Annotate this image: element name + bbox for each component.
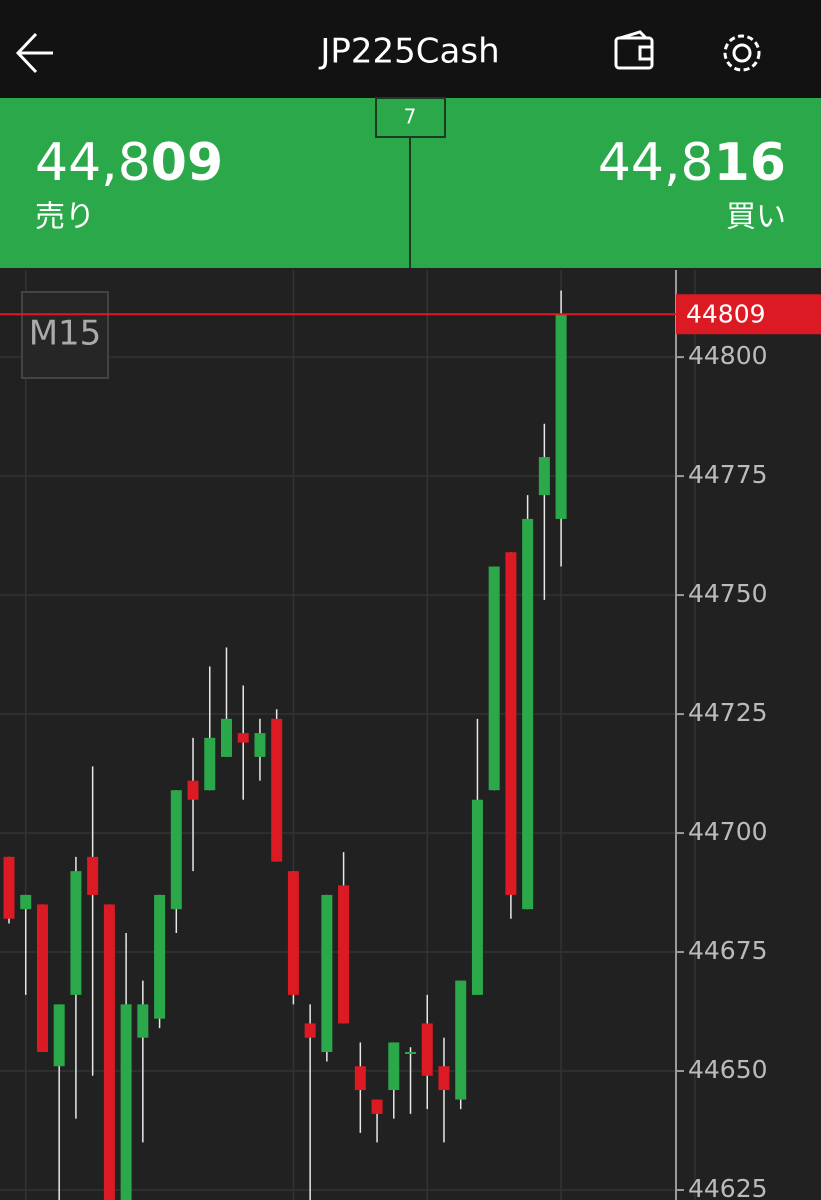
candle-body bbox=[438, 1066, 450, 1091]
candle-body bbox=[354, 1066, 366, 1091]
candle-body bbox=[287, 871, 299, 995]
settings-button[interactable] bbox=[723, 34, 761, 72]
buy-price: 44,816 bbox=[598, 133, 786, 193]
candle-body bbox=[388, 1042, 400, 1091]
y-tick-label: 44750 bbox=[688, 579, 768, 608]
y-tick-label: 44650 bbox=[688, 1055, 768, 1084]
candle-body bbox=[220, 718, 232, 757]
y-tick-label: 44800 bbox=[688, 341, 768, 370]
buy-price-main: 44,8 bbox=[598, 133, 714, 193]
timeframe: M15 bbox=[29, 314, 102, 354]
overlay: 44809 bbox=[0, 294, 821, 335]
buy-label: 買い bbox=[726, 200, 786, 235]
buy-price-bold: 16 bbox=[714, 133, 786, 193]
sell-label: 売り bbox=[35, 200, 95, 235]
wallet-button[interactable] bbox=[614, 30, 654, 70]
y-tick-label: 44625 bbox=[688, 1174, 768, 1200]
current-price-label: 44809 bbox=[686, 299, 766, 328]
candle-body bbox=[70, 871, 82, 995]
instrument-title: JP225Cash bbox=[318, 32, 499, 72]
y-tick-label: 44700 bbox=[688, 817, 768, 846]
candle-body bbox=[3, 856, 15, 919]
candle-body bbox=[254, 733, 266, 757]
sell-price: 44,809 bbox=[35, 133, 223, 193]
candle-body bbox=[120, 1004, 132, 1200]
sell-price-bold: 09 bbox=[151, 133, 223, 193]
candle-body bbox=[505, 552, 517, 895]
y-tick-label: 44725 bbox=[688, 698, 768, 727]
top-bar bbox=[0, 0, 821, 98]
candle-body bbox=[53, 1004, 65, 1067]
candle-body bbox=[405, 1051, 417, 1054]
current-price-tag bbox=[676, 294, 821, 335]
candle-body bbox=[204, 737, 216, 791]
candle-body bbox=[304, 1023, 316, 1038]
candle-body bbox=[36, 904, 48, 1052]
candle-body bbox=[187, 780, 199, 800]
candle-body bbox=[455, 980, 467, 1100]
candle-body bbox=[471, 799, 483, 995]
spread: 7 bbox=[404, 105, 417, 129]
sell-price-main: 44,8 bbox=[35, 133, 151, 193]
grid: 44625 44650 44675 44700 44725 44750 44775 44800 bbox=[0, 270, 768, 1200]
candle-body bbox=[237, 733, 249, 743]
candle-body bbox=[20, 894, 32, 910]
candle-body bbox=[338, 885, 350, 1024]
candle-body bbox=[421, 1023, 433, 1076]
candle-body bbox=[137, 1004, 149, 1038]
candle-body bbox=[154, 894, 166, 1019]
spread-box bbox=[375, 97, 446, 138]
candle-body bbox=[371, 1099, 383, 1114]
candle-body bbox=[271, 718, 283, 862]
candle-body bbox=[87, 856, 99, 895]
candles bbox=[3, 290, 567, 1200]
candle-body bbox=[103, 904, 115, 1200]
timeframe-box[interactable] bbox=[21, 291, 109, 379]
candle-body bbox=[522, 518, 534, 910]
candle-body bbox=[321, 894, 333, 1052]
y-tick-label: 44775 bbox=[688, 460, 768, 489]
candle-body bbox=[488, 566, 500, 791]
candle-body bbox=[170, 790, 182, 910]
chart-area bbox=[0, 268, 821, 1200]
candle-body bbox=[538, 457, 550, 496]
y-tick-label: 44675 bbox=[688, 936, 768, 965]
back-button[interactable] bbox=[15, 32, 53, 74]
candle-body bbox=[555, 314, 567, 519]
